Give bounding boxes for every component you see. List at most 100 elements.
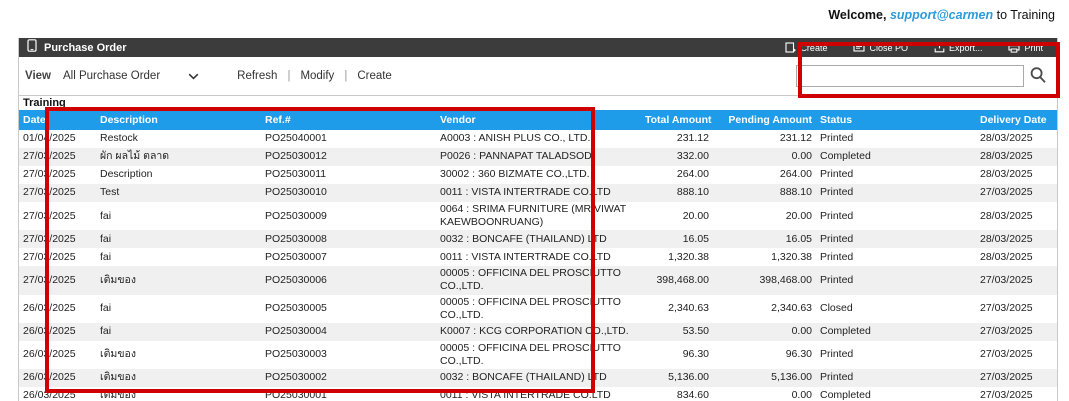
- cell-total-amount: 5,136.00: [668, 371, 709, 384]
- cell-pending-amount: 398,468.00: [759, 273, 812, 286]
- export-button-label: Export...: [948, 42, 983, 53]
- cell-ref: PO25030010: [265, 186, 327, 199]
- cell-delivery-date: 27/03/2025: [980, 348, 1033, 361]
- cell-date: 26/03/2025: [23, 389, 76, 401]
- print-button[interactable]: Print: [1008, 42, 1043, 53]
- column-header-delivery-date[interactable]: Delivery Date: [976, 110, 1057, 130]
- cell-total-amount: 16.05: [682, 232, 709, 245]
- export-button[interactable]: Export...: [934, 42, 983, 53]
- close-po-button[interactable]: Close PO: [853, 42, 908, 53]
- column-header-pending-amount[interactable]: Pending Amount: [713, 110, 816, 130]
- cell-delivery-date: 27/03/2025: [980, 186, 1033, 199]
- cell-vendor: 0011 : VISTA INTERTRADE CO.LTD: [440, 389, 611, 401]
- table-row[interactable]: 26/03/2025 เติมของ PO25030002 0032 : BON…: [19, 369, 1057, 387]
- table-row[interactable]: 26/03/2025 เติมของ PO25030001 0011 : VIS…: [19, 387, 1057, 401]
- create-button[interactable]: Create: [785, 42, 827, 53]
- cell-total-amount: 2,340.63: [668, 302, 709, 315]
- cell-description: เติมของ: [100, 273, 136, 286]
- cell-vendor: A0003 : ANISH PLUS CO., LTD.: [440, 132, 591, 145]
- cell-date: 27/03/2025: [23, 150, 76, 163]
- cell-ref: PO25030008: [265, 232, 327, 245]
- cell-pending-amount: 5,136.00: [771, 371, 812, 384]
- chevron-down-icon: [188, 73, 199, 80]
- cell-pending-amount: 888.10: [779, 186, 812, 199]
- cell-status: Printed: [820, 168, 854, 181]
- cell-description: fai: [100, 232, 112, 245]
- cell-vendor: 0064 : SRIMA FURNITURE (MR.VIWAT KAEWBOO…: [440, 203, 626, 229]
- search-input[interactable]: [796, 65, 1024, 87]
- view-menu[interactable]: View: [25, 70, 51, 82]
- cell-vendor: P0026 : PANNAPAT TALADSOD: [440, 150, 592, 163]
- search-button[interactable]: [1029, 66, 1047, 87]
- toolbar-actions: Refresh | Modify | Create: [237, 70, 392, 82]
- column-header-date[interactable]: Date: [19, 110, 96, 130]
- cell-ref: PO25030012: [265, 150, 327, 163]
- cell-description: เติมของ: [100, 348, 136, 361]
- cell-total-amount: 96.30: [682, 348, 709, 361]
- po-filter-dropdown[interactable]: All Purchase Order: [63, 70, 199, 82]
- column-header-description[interactable]: Description: [96, 110, 261, 130]
- cell-total-amount: 264.00: [676, 168, 709, 181]
- location-label: Training: [23, 97, 66, 109]
- table-row[interactable]: 01/04/2025 Restock PO25040001 A0003 : AN…: [19, 130, 1057, 148]
- cell-total-amount: 1,320.38: [668, 250, 709, 263]
- search-area: [796, 65, 1047, 87]
- cell-date: 01/04/2025: [23, 132, 76, 145]
- cell-ref: PO25030011: [265, 168, 327, 181]
- refresh-button[interactable]: Refresh: [237, 70, 278, 82]
- cell-date: 26/03/2025: [23, 302, 76, 315]
- table-row[interactable]: 27/03/2025 เติมของ PO25030006 00005 : OF…: [19, 266, 1057, 295]
- cell-delivery-date: 27/03/2025: [980, 325, 1033, 338]
- module-titlebar: Purchase Order Create Close PO: [19, 38, 1057, 57]
- cell-status: Printed: [820, 186, 854, 199]
- table-row[interactable]: 27/03/2025 fai PO25030008 0032 : BONCAFE…: [19, 230, 1057, 249]
- cell-description: Description: [100, 168, 153, 181]
- cell-ref: PO25030007: [265, 250, 327, 263]
- cell-status: Completed: [820, 325, 871, 338]
- table-row[interactable]: 27/03/2025 fai PO25030009 0064 : SRIMA F…: [19, 202, 1057, 230]
- cell-description: เติมของ: [100, 371, 136, 384]
- cell-ref: PO25030006: [265, 273, 327, 286]
- cell-description: fai: [100, 209, 112, 222]
- table-row[interactable]: 27/03/2025 ผัก ผลไม้ ตลาด PO25030012 P00…: [19, 148, 1057, 166]
- create-button-label: Create: [800, 42, 828, 53]
- cell-ref: PO25030004: [265, 325, 327, 338]
- welcome-prefix: Welcome,: [828, 8, 887, 22]
- po-filter-value: All Purchase Order: [63, 70, 161, 82]
- cell-date: 27/03/2025: [23, 209, 76, 222]
- cell-description: เติมของ: [100, 389, 136, 401]
- cell-pending-amount: 231.12: [779, 132, 812, 145]
- create-link-button[interactable]: Create: [357, 70, 392, 82]
- cell-description: Restock: [100, 132, 138, 145]
- welcome-username: support@carmen: [889, 8, 994, 22]
- table-row[interactable]: 26/03/2025 fai PO25030004 K0007 : KCG CO…: [19, 322, 1057, 341]
- cell-pending-amount: 2,340.63: [771, 302, 812, 315]
- cell-vendor: 0011 : VISTA INTERTRADE CO.LTD: [440, 186, 611, 199]
- purchase-order-table: Date Description Ref.# Vendor Total Amou…: [19, 110, 1057, 401]
- table-row[interactable]: 26/03/2025 เติมของ PO25030003 00005 : OF…: [19, 341, 1057, 369]
- cell-ref: PO25030002: [265, 371, 327, 384]
- table-row[interactable]: 27/03/2025 fai PO25030007 0011 : VISTA I…: [19, 248, 1057, 266]
- cell-ref: PO25030003: [265, 348, 327, 361]
- column-header-vendor[interactable]: Vendor: [436, 110, 641, 130]
- cell-delivery-date: 28/03/2025: [980, 132, 1033, 145]
- table-row[interactable]: 26/03/2025 fai PO25030005 00005 : OFFICI…: [19, 295, 1057, 323]
- cell-pending-amount: 1,320.38: [771, 250, 812, 263]
- cell-total-amount: 888.10: [676, 186, 709, 199]
- cell-ref: PO25030001: [265, 389, 327, 401]
- column-header-status[interactable]: Status: [816, 110, 976, 130]
- cell-total-amount: 834.60: [676, 389, 709, 401]
- column-header-ref[interactable]: Ref.#: [261, 110, 436, 130]
- cell-description: fai: [100, 325, 112, 338]
- cell-delivery-date: 27/03/2025: [980, 389, 1033, 401]
- cell-status: Printed: [820, 371, 854, 384]
- cell-delivery-date: 27/03/2025: [980, 302, 1033, 315]
- cell-date: 27/03/2025: [23, 186, 76, 199]
- cell-total-amount: 53.50: [682, 325, 709, 338]
- cell-pending-amount: 0.00: [791, 389, 812, 401]
- table-row[interactable]: 27/03/2025 Test PO25030010 0011 : VISTA …: [19, 184, 1057, 202]
- modify-button[interactable]: Modify: [300, 70, 335, 82]
- table-row[interactable]: 27/03/2025 Description PO25030011 30002 …: [19, 166, 1057, 184]
- cell-status: Closed: [820, 302, 853, 315]
- column-header-total-amount[interactable]: Total Amount: [641, 110, 713, 130]
